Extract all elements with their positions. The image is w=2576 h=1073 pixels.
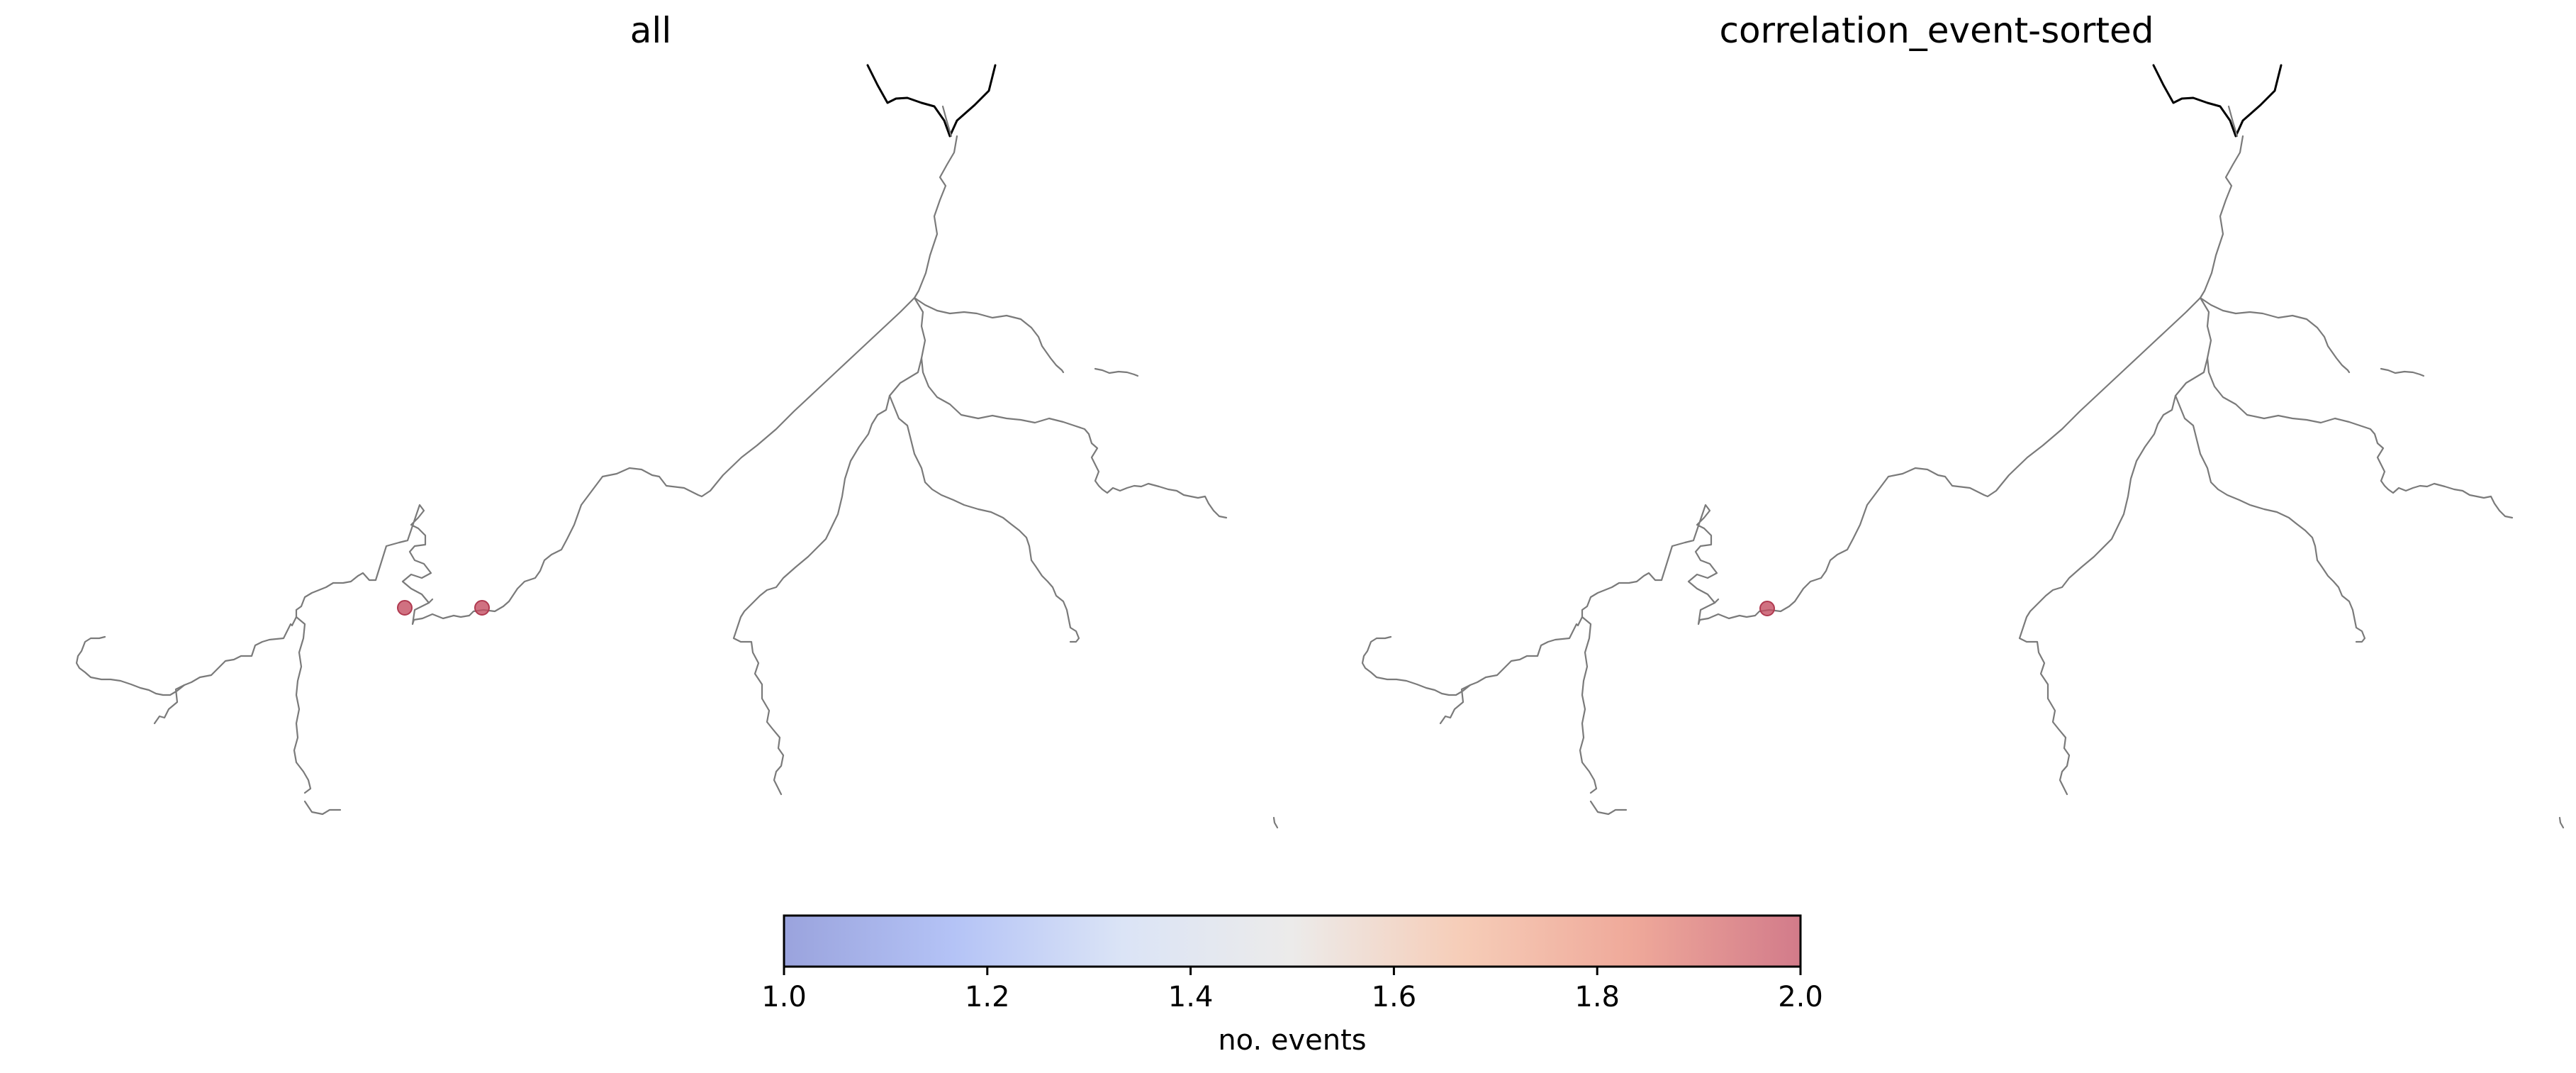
west-branch — [75, 504, 432, 696]
south-tributary-2 — [732, 296, 926, 796]
east-tributary-2 — [920, 357, 1228, 519]
west-tributary-2 — [153, 684, 186, 725]
river-network — [1361, 64, 2565, 829]
coastline — [2152, 64, 2283, 138]
coastal-fragment-2 — [2380, 367, 2425, 377]
east-tributary-3 — [2174, 394, 2366, 643]
main-river — [411, 135, 958, 626]
map-panel-correlation — [1361, 64, 2565, 829]
river-network — [75, 64, 1279, 829]
river-stub — [941, 105, 953, 138]
map-panel-all — [75, 64, 1279, 829]
west-branch — [1361, 504, 1718, 696]
east-tributary-3 — [888, 394, 1080, 643]
event-marker[interactable] — [1759, 601, 1775, 616]
river-stub — [2227, 105, 2239, 138]
south-tributary-1 — [1579, 616, 1598, 794]
coastal-fragment-1 — [303, 800, 342, 816]
south-tributary-2 — [2018, 296, 2212, 796]
event-markers — [1759, 601, 1775, 616]
east-tributary-1 — [2199, 296, 2351, 374]
east-tributary-2 — [2206, 357, 2514, 519]
panel-title-correlation: correlation_event-sorted — [1719, 10, 2154, 51]
event-markers — [397, 600, 490, 616]
west-tributary-2 — [1439, 684, 1472, 725]
south-tributary-1 — [293, 616, 312, 794]
coastal-fragment-1 — [1589, 800, 1628, 816]
coastal-fragment-3 — [1272, 816, 1279, 829]
coastline — [866, 64, 997, 138]
event-marker[interactable] — [474, 600, 490, 616]
main-river — [1697, 135, 2244, 626]
event-marker[interactable] — [397, 600, 413, 616]
east-tributary-1 — [913, 296, 1065, 374]
coastal-fragment-3 — [2558, 816, 2565, 829]
panel-title-all: all — [629, 10, 672, 51]
coastal-fragment-2 — [1094, 367, 1139, 377]
